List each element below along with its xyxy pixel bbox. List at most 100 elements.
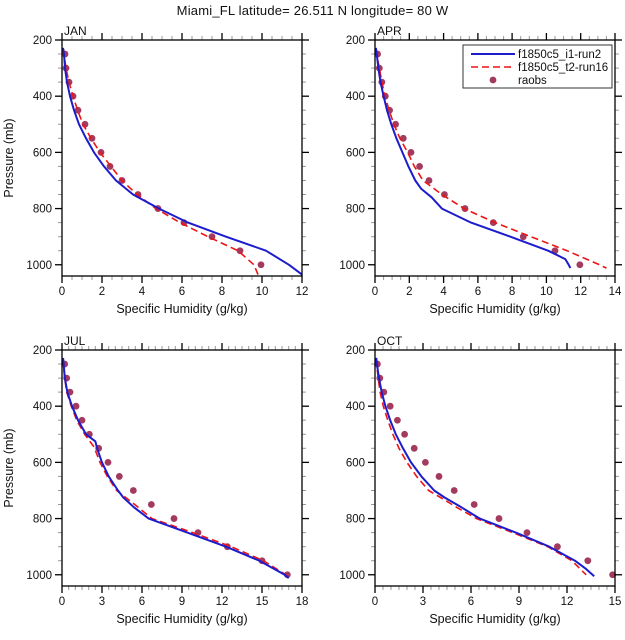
plot-box xyxy=(374,39,616,277)
model2-line xyxy=(62,48,259,275)
legend-label: f1850c5_i1-run2 xyxy=(518,49,601,61)
major-ticks xyxy=(55,33,309,283)
raobs-dot xyxy=(106,163,114,170)
axes xyxy=(55,33,309,283)
x-tick-label: 15 xyxy=(609,596,622,608)
axes xyxy=(55,343,309,593)
raobs-dot xyxy=(470,501,478,508)
y-tick-label: 800 xyxy=(33,514,52,526)
axes xyxy=(368,33,622,283)
raobs-dot xyxy=(170,515,178,522)
raobs-dot xyxy=(425,177,433,184)
axes xyxy=(368,343,622,593)
x-tick-label: 6 xyxy=(179,286,185,298)
x-tick-label: 0 xyxy=(59,596,65,608)
y-tick-label: 200 xyxy=(33,345,52,357)
raobs-dot xyxy=(236,247,244,255)
model2-line xyxy=(62,358,290,579)
raobs-dot xyxy=(78,416,86,424)
chart-jan: 0 2 4 6 8 10 12 200 400 600 800 1000 JAN Specific Hum… xyxy=(2,24,309,316)
chart-oct: 0 3 6 9 12 15 200 400 600 800 1000 OCT Specific Humi… xyxy=(339,334,622,626)
x-tick-label: 12 xyxy=(574,286,587,298)
plot-box xyxy=(61,349,303,587)
x-tick-label: 0 xyxy=(59,286,65,298)
raobs-dot xyxy=(104,458,112,466)
y-tick-label: 600 xyxy=(346,147,365,159)
y-tick-label: 600 xyxy=(346,457,365,469)
minor-ticks xyxy=(58,346,306,590)
raobs-dot xyxy=(554,543,561,551)
x-tick-label: 0 xyxy=(372,596,378,608)
x-tick-label: 6 xyxy=(468,596,474,608)
y-tick-label: 800 xyxy=(33,204,52,216)
panel-apr: 0 2 4 6 8 10 12 14 200 400 600 800 1000 APR Specific H… xyxy=(313,18,625,328)
raobs-dot xyxy=(115,473,123,480)
y-tick-label: 400 xyxy=(33,91,52,103)
raobs-points xyxy=(61,50,265,269)
raobs-dot xyxy=(208,233,216,241)
raobs-dot xyxy=(441,191,448,198)
x-tick-label: 2 xyxy=(99,286,105,298)
major-ticks xyxy=(55,343,309,593)
panel-title: APR xyxy=(377,24,402,38)
x-axis-title: Specific Humidity (g/kg) xyxy=(429,302,560,316)
x-tick-label: 12 xyxy=(216,596,229,608)
raobs-dot xyxy=(72,402,80,410)
raobs-dot xyxy=(401,430,408,438)
model1-line xyxy=(374,47,572,269)
raobs-dot xyxy=(450,487,458,494)
raobs-dot xyxy=(386,402,394,410)
x-tick-label: 10 xyxy=(540,286,553,298)
x-axis-title: Specific Humidity (g/kg) xyxy=(116,302,247,316)
minor-ticks xyxy=(58,36,306,280)
raobs-points xyxy=(61,360,291,579)
x-tick-label: 12 xyxy=(296,286,309,298)
raobs-dot xyxy=(422,458,429,466)
raobs-dot xyxy=(523,529,531,537)
raobs-dot xyxy=(399,134,407,142)
raobs-dot xyxy=(609,571,616,579)
plot-box xyxy=(61,39,303,277)
minor-ticks xyxy=(371,36,619,280)
panel-jan: 0 2 4 6 8 10 12 200 400 600 800 1000 JAN Specific Hum… xyxy=(0,18,312,328)
x-tick-label: 8 xyxy=(509,286,515,298)
x-tick-label: 0 xyxy=(372,286,378,298)
model1-line xyxy=(375,357,595,577)
y-axis-title: Pressure (mb) xyxy=(2,428,16,507)
panel-title: OCT xyxy=(377,334,403,348)
y-tick-label: 400 xyxy=(346,91,365,103)
model1-line xyxy=(62,47,303,276)
raobs-dot xyxy=(257,261,265,269)
y-tick-label: 1000 xyxy=(339,260,365,272)
raobs-dot xyxy=(584,557,592,565)
y-tick-label: 400 xyxy=(33,401,52,413)
x-tick-label: 3 xyxy=(99,596,105,608)
raobs-dot xyxy=(129,487,137,494)
x-tick-label: 6 xyxy=(475,286,481,298)
raobs-dot xyxy=(147,501,155,508)
chart-jul: 0 3 6 9 12 15 18 200 400 600 800 1000 JUL Specific Hu… xyxy=(2,334,309,626)
x-tick-label: 12 xyxy=(561,596,574,608)
x-tick-label: 10 xyxy=(256,286,269,298)
panel-title: JAN xyxy=(64,24,87,38)
raobs-dot xyxy=(435,473,443,480)
x-tick-label: 8 xyxy=(219,286,225,298)
model2-line xyxy=(375,358,587,576)
y-tick-label: 400 xyxy=(346,401,365,413)
minor-ticks xyxy=(371,346,619,590)
raobs-dot xyxy=(576,261,584,269)
x-axis-title: Specific Humidity (g/kg) xyxy=(116,612,247,626)
x-tick-label: 4 xyxy=(440,286,447,298)
x-tick-label: 18 xyxy=(296,596,309,608)
x-tick-label: 15 xyxy=(256,596,269,608)
x-tick-label: 9 xyxy=(179,596,185,608)
y-tick-label: 1000 xyxy=(26,570,52,582)
y-tick-label: 1000 xyxy=(26,260,52,272)
x-axis-title: Specific Humidity (g/kg) xyxy=(429,612,560,626)
y-axis-title: Pressure (mb) xyxy=(2,118,16,197)
figure-title: Miami_FL latitude= 26.511 N longitude= 8… xyxy=(176,3,449,18)
x-tick-label: 14 xyxy=(609,286,622,298)
y-tick-label: 200 xyxy=(33,35,52,47)
raobs-dot xyxy=(495,515,503,522)
